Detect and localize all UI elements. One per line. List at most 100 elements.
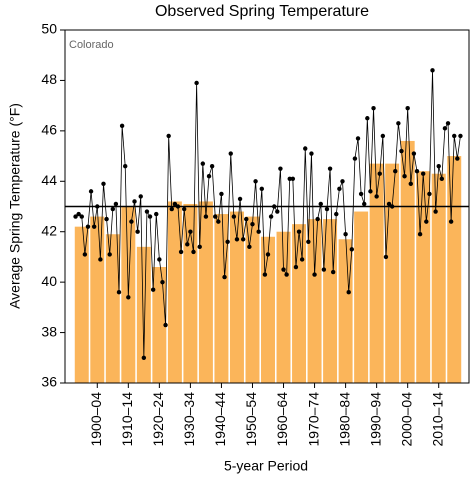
y-tick-label: 38 <box>41 323 57 339</box>
bar <box>214 214 229 383</box>
annual-point <box>439 176 445 181</box>
annual-point <box>396 121 401 126</box>
annual-point <box>178 249 184 255</box>
annual-point <box>256 229 261 234</box>
annual-point <box>309 151 314 156</box>
annual-point <box>150 287 156 292</box>
annual-point <box>330 269 336 275</box>
annual-point <box>88 189 94 194</box>
annual-point <box>172 201 178 207</box>
annual-point <box>318 201 323 207</box>
bar <box>229 211 244 383</box>
annual-point <box>213 214 218 219</box>
annual-point <box>355 136 361 141</box>
annual-point <box>200 161 206 166</box>
annual-point <box>421 171 426 176</box>
annual-point <box>368 189 373 194</box>
annual-point <box>278 166 283 171</box>
y-tick-label: 44 <box>41 172 57 188</box>
annual-point <box>116 290 122 295</box>
annual-point <box>340 179 345 184</box>
annual-point <box>389 204 395 209</box>
y-tick-label: 36 <box>41 374 57 390</box>
bar <box>245 216 260 383</box>
x-tick-label: 1910–14 <box>119 392 135 447</box>
annual-point <box>445 121 451 126</box>
bar <box>261 236 275 383</box>
annual-point <box>132 199 137 204</box>
x-tick-label: 1940–44 <box>212 392 228 447</box>
annual-point <box>349 247 355 252</box>
bar <box>431 173 446 383</box>
annual-point <box>334 211 339 217</box>
annual-point <box>237 196 243 202</box>
x-tick-label: 1980–84 <box>336 392 352 447</box>
annual-point <box>393 169 398 174</box>
annual-point <box>73 214 78 219</box>
annual-point <box>362 201 367 207</box>
annual-point <box>414 169 420 174</box>
y-tick-label: 42 <box>41 222 57 238</box>
annual-point <box>290 176 296 181</box>
annual-point <box>85 224 91 229</box>
annual-point <box>166 133 171 139</box>
x-tick-label: 1920–24 <box>150 392 166 447</box>
annual-point <box>216 219 221 224</box>
annual-point <box>163 322 168 328</box>
annual-point <box>119 123 125 129</box>
annual-point <box>433 209 438 214</box>
annual-point <box>315 216 320 222</box>
annual-point <box>129 219 134 224</box>
annual-point <box>293 264 299 270</box>
annual-point <box>113 201 119 207</box>
bar <box>152 267 167 383</box>
annual-point <box>181 206 187 212</box>
x-tick-label: 2000–04 <box>398 392 414 447</box>
annual-point <box>98 257 103 262</box>
annual-point <box>358 191 364 197</box>
annual-point <box>259 186 264 192</box>
x-axis-label: 5-year Period <box>224 458 308 474</box>
annual-point <box>411 151 417 156</box>
annual-point <box>402 174 407 179</box>
x-tick-label: 1930–34 <box>181 392 197 447</box>
annual-point <box>91 224 97 229</box>
annual-point <box>144 209 150 214</box>
annual-point <box>442 126 448 131</box>
chart-title: Observed Spring Temperature <box>155 3 369 20</box>
annual-point <box>209 163 215 169</box>
y-axis-label: Average Spring Temperature (°F) <box>7 103 23 309</box>
annual-point <box>185 242 190 247</box>
bar <box>198 201 213 383</box>
annual-point <box>324 206 330 212</box>
y-tick-label: 40 <box>41 273 57 289</box>
annual-point <box>250 221 255 227</box>
annual-point <box>337 186 342 192</box>
annual-point <box>455 156 460 161</box>
annual-point <box>76 211 81 217</box>
annual-point <box>225 239 230 244</box>
annual-point <box>303 146 308 151</box>
annual-point <box>343 232 348 237</box>
annual-point <box>405 105 410 111</box>
annual-point <box>430 68 435 73</box>
bar <box>292 224 307 383</box>
annual-point <box>371 105 376 111</box>
annual-point <box>247 244 252 250</box>
annual-point <box>399 148 404 154</box>
bar <box>400 140 415 383</box>
annual-point <box>104 216 109 222</box>
annual-point <box>141 355 147 360</box>
annual-point <box>253 179 258 184</box>
annual-point <box>287 176 292 181</box>
annual-point <box>234 237 240 242</box>
annual-point <box>265 252 271 257</box>
x-tick-label: 1970–74 <box>305 392 321 447</box>
x-tick-label: 1900–04 <box>88 392 104 447</box>
annual-point <box>365 116 370 121</box>
annual-point <box>160 279 165 285</box>
annual-point <box>408 181 413 187</box>
plot-frame <box>64 29 470 384</box>
annual-point <box>188 229 193 234</box>
